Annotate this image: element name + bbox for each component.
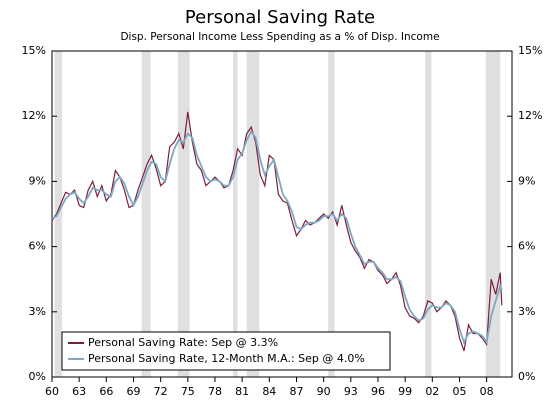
chart-title: Personal Saving Rate [185, 7, 375, 28]
x-tick-label: 81 [235, 385, 249, 398]
recession-band [246, 51, 260, 377]
x-tick-label: 93 [344, 385, 358, 398]
plot-frame [51, 50, 513, 378]
legend-label: Personal Saving Rate: Sep @ 3.3% [88, 336, 278, 349]
y-tick-label: 0% [29, 370, 46, 383]
y2-tick-label: 15% [518, 44, 542, 57]
y-tick-label: 12% [22, 109, 46, 122]
y2-tick-label: 12% [518, 109, 542, 122]
x-tick-label: 99 [398, 385, 412, 398]
y2-tick-label: 9% [518, 174, 535, 187]
y-tick-label: 15% [22, 44, 46, 57]
recession-band [177, 51, 190, 377]
recession-band [233, 51, 238, 377]
x-tick-label: 60 [45, 385, 59, 398]
x-tick-label: 75 [181, 385, 195, 398]
x-tick-label: 63 [72, 385, 86, 398]
x-tick-label: 78 [208, 385, 222, 398]
x-tick-label: 66 [99, 385, 113, 398]
x-tick-label: 90 [317, 385, 331, 398]
legend-box [61, 331, 391, 371]
y2-tick-label: 0% [518, 370, 535, 383]
legend-label: Personal Saving Rate, 12-Month M.A.: Sep… [88, 352, 365, 365]
x-tick-label: 69 [126, 385, 140, 398]
x-tick-label: 08 [480, 385, 494, 398]
x-tick-label: 72 [154, 385, 168, 398]
x-tick-label: 96 [371, 385, 385, 398]
series-line [51, 111, 503, 352]
x-tick-label: 84 [262, 385, 276, 398]
x-tick-label: 05 [452, 385, 466, 398]
y-tick-label: 3% [29, 305, 46, 318]
x-tick-label: 87 [289, 385, 303, 398]
y-tick-label: 6% [29, 240, 46, 253]
y2-tick-label: 6% [518, 240, 535, 253]
y-tick-label: 9% [29, 174, 46, 187]
recession-band [425, 51, 432, 377]
chart-subtitle: Disp. Personal Income Less Spending as a… [120, 31, 439, 43]
recession-band [141, 51, 151, 377]
series-line [51, 129, 503, 345]
x-tick-label: 02 [425, 385, 439, 398]
y2-tick-label: 3% [518, 305, 535, 318]
